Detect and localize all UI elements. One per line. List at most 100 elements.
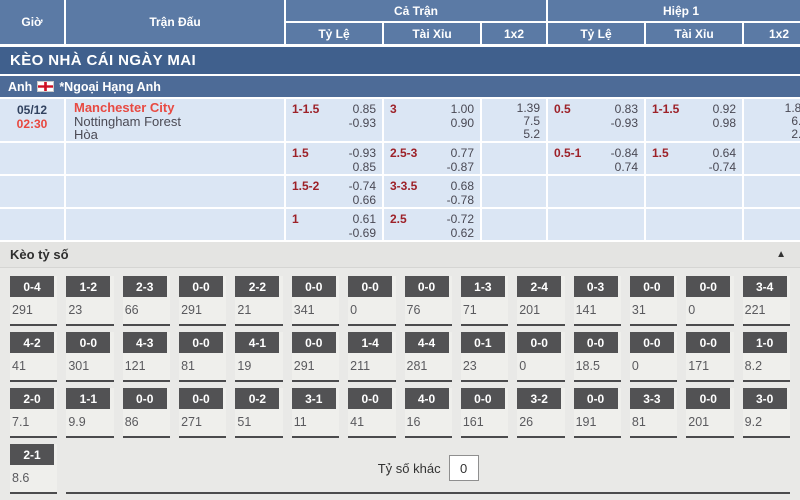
score-cell[interactable]: 2-2 21 bbox=[235, 276, 283, 326]
score-cell[interactable]: 0-0 18.5 bbox=[573, 332, 621, 382]
ft-over-under-cell[interactable]: 3 1.00 0.90 bbox=[384, 99, 480, 141]
odd-value[interactable]: 0.77 bbox=[450, 146, 474, 160]
ft-handicap-cell[interactable]: 1.5 -0.93 0.85 bbox=[286, 143, 382, 174]
score-cell[interactable]: 2-3 66 bbox=[122, 276, 171, 326]
odd-value[interactable]: -0.78 bbox=[446, 193, 474, 207]
odd-value[interactable]: 5.2 bbox=[523, 127, 540, 141]
odd-value[interactable]: 0.83 bbox=[614, 102, 638, 116]
odd-value[interactable]: 0.68 bbox=[450, 179, 474, 193]
h1-handicap-cell[interactable]: 0.5 0.83 -0.93 bbox=[548, 99, 644, 141]
score-label: 4-3 bbox=[122, 332, 167, 353]
odd-value[interactable]: 0.61 bbox=[352, 212, 376, 226]
odd-value[interactable]: 1.00 bbox=[450, 102, 474, 116]
score-cell[interactable]: 1-4 211 bbox=[348, 332, 396, 382]
odd-value[interactable]: -0.84 bbox=[610, 146, 638, 160]
home-team[interactable]: Manchester City bbox=[74, 100, 175, 115]
score-cell[interactable]: 4-3 121 bbox=[122, 332, 171, 382]
score-cell[interactable]: 1-2 23 bbox=[66, 276, 114, 326]
score-cell[interactable]: 2-1 8.6 bbox=[10, 444, 58, 494]
score-cell[interactable]: 3-4 221 bbox=[742, 276, 790, 326]
score-cell[interactable]: 0-1 23 bbox=[460, 332, 509, 382]
score-cell[interactable]: 0-0 0 bbox=[686, 276, 734, 326]
score-odds: 19 bbox=[237, 359, 252, 373]
score-cell[interactable]: 0-0 171 bbox=[686, 332, 734, 382]
collapse-arrow-icon[interactable]: ▲ bbox=[776, 249, 786, 260]
ft-handicap-cell[interactable]: 1.5-2 -0.74 0.66 bbox=[286, 176, 382, 207]
score-cell[interactable]: 1-0 8.2 bbox=[742, 332, 790, 382]
league-header-bar[interactable]: Anh *Ngoại Hạng Anh bbox=[0, 76, 800, 97]
score-cell[interactable]: 0-0 301 bbox=[66, 332, 114, 382]
h1-1x2-cell[interactable]: 1.82 6.8 2.6 bbox=[744, 99, 800, 141]
score-cell[interactable]: 0-0 341 bbox=[291, 276, 340, 326]
score-cell[interactable]: 0-0 201 bbox=[686, 388, 734, 438]
away-team[interactable]: Nottingham Forest bbox=[74, 113, 181, 129]
odd-value[interactable]: 2.6 bbox=[791, 127, 800, 141]
odd-value[interactable]: 7.5 bbox=[523, 114, 540, 128]
ft-1x2-cell[interactable]: 1.39 7.5 5.2 bbox=[482, 99, 546, 141]
score-cell[interactable]: 0-4 291 bbox=[10, 276, 58, 326]
score-cell[interactable]: 0-0 0 bbox=[348, 276, 396, 326]
score-cell[interactable]: 3-3 81 bbox=[629, 388, 678, 438]
score-cell[interactable]: 0-0 0 bbox=[629, 332, 678, 382]
h1-handicap-cell[interactable]: 0.5-1 -0.84 0.74 bbox=[548, 143, 644, 174]
odd-value[interactable]: -0.87 bbox=[446, 160, 474, 174]
odd-value[interactable]: 0.92 bbox=[712, 102, 736, 116]
odd-value[interactable]: -0.93 bbox=[610, 116, 638, 130]
score-cell[interactable]: 0-0 161 bbox=[460, 388, 509, 438]
ft-over-under-cell[interactable]: 2.5 -0.72 0.62 bbox=[384, 209, 480, 240]
odd-value[interactable]: 0.66 bbox=[352, 193, 376, 207]
score-odds: 271 bbox=[181, 415, 202, 429]
score-cell[interactable]: 0-0 271 bbox=[179, 388, 227, 438]
odd-value[interactable]: 0.62 bbox=[450, 226, 474, 240]
score-cell[interactable]: 0-0 31 bbox=[629, 276, 678, 326]
odd-value[interactable]: 0.98 bbox=[712, 116, 736, 130]
score-cell[interactable]: 0-0 191 bbox=[573, 388, 621, 438]
score-cell[interactable]: 0-0 0 bbox=[517, 332, 565, 382]
score-cell[interactable]: 4-0 16 bbox=[404, 388, 452, 438]
odd-value[interactable]: -0.69 bbox=[348, 226, 376, 240]
score-cell[interactable]: 2-4 201 bbox=[517, 276, 565, 326]
score-cell[interactable]: 3-1 11 bbox=[291, 388, 340, 438]
ft-over-under-cell[interactable]: 2.5-3 0.77 -0.87 bbox=[384, 143, 480, 174]
odd-value[interactable]: 0.85 bbox=[352, 102, 376, 116]
score-cell[interactable]: 3-0 9.2 bbox=[742, 388, 790, 438]
score-cell[interactable]: 0-3 141 bbox=[573, 276, 621, 326]
score-label: 2-0 bbox=[10, 388, 54, 409]
odd-value[interactable]: 1.39 bbox=[516, 101, 540, 115]
score-cell[interactable]: 2-0 7.1 bbox=[10, 388, 58, 438]
score-cell[interactable]: 0-0 291 bbox=[291, 332, 340, 382]
score-cell[interactable]: 0-0 76 bbox=[404, 276, 452, 326]
h1-over-under-cell[interactable]: 1-1.5 0.92 0.98 bbox=[646, 99, 742, 141]
odd-value[interactable]: 0.85 bbox=[352, 160, 376, 174]
odd-value[interactable]: 1.82 bbox=[784, 101, 800, 115]
correct-score-header[interactable]: Kèo tỷ số ▲ bbox=[0, 242, 800, 268]
score-cell[interactable]: 0-2 51 bbox=[235, 388, 283, 438]
odd-value[interactable]: -0.72 bbox=[446, 212, 474, 226]
score-cell[interactable]: 0-0 86 bbox=[122, 388, 171, 438]
h1-over-under-cell[interactable]: 1.5 0.64 -0.74 bbox=[646, 143, 742, 174]
score-cell[interactable]: 0-0 81 bbox=[179, 332, 227, 382]
odd-value[interactable]: 0.74 bbox=[614, 160, 638, 174]
ft-handicap-cell[interactable]: 1-1.5 0.85 -0.93 bbox=[286, 99, 382, 141]
ft-handicap-cell[interactable]: 1 0.61 -0.69 bbox=[286, 209, 382, 240]
score-cell[interactable]: 1-3 71 bbox=[460, 276, 509, 326]
score-cell[interactable]: 4-4 281 bbox=[404, 332, 452, 382]
score-cell[interactable]: 1-1 9.9 bbox=[66, 388, 114, 438]
score-label: 3-3 bbox=[629, 388, 674, 409]
odd-value[interactable]: 0.64 bbox=[712, 146, 736, 160]
odd-value[interactable]: 6.8 bbox=[791, 114, 800, 128]
score-cell[interactable]: 4-1 19 bbox=[235, 332, 283, 382]
odd-value[interactable]: -0.93 bbox=[348, 116, 376, 130]
score-cell[interactable]: 3-2 26 bbox=[517, 388, 565, 438]
score-cell[interactable]: 0-0 291 bbox=[179, 276, 227, 326]
odd-value[interactable]: -0.74 bbox=[708, 160, 736, 174]
score-odds: 211 bbox=[350, 359, 371, 373]
score-cell[interactable]: 4-2 41 bbox=[10, 332, 58, 382]
odd-value[interactable]: -0.74 bbox=[348, 179, 376, 193]
odd-value[interactable]: 0.90 bbox=[450, 116, 474, 130]
odd-value[interactable]: -0.93 bbox=[348, 146, 376, 160]
score-cell[interactable]: 0-0 41 bbox=[348, 388, 396, 438]
draw-label: Hòa bbox=[74, 127, 98, 142]
ft-over-under-cell[interactable]: 3-3.5 0.68 -0.78 bbox=[384, 176, 480, 207]
other-score-input[interactable]: 0 bbox=[448, 455, 479, 481]
